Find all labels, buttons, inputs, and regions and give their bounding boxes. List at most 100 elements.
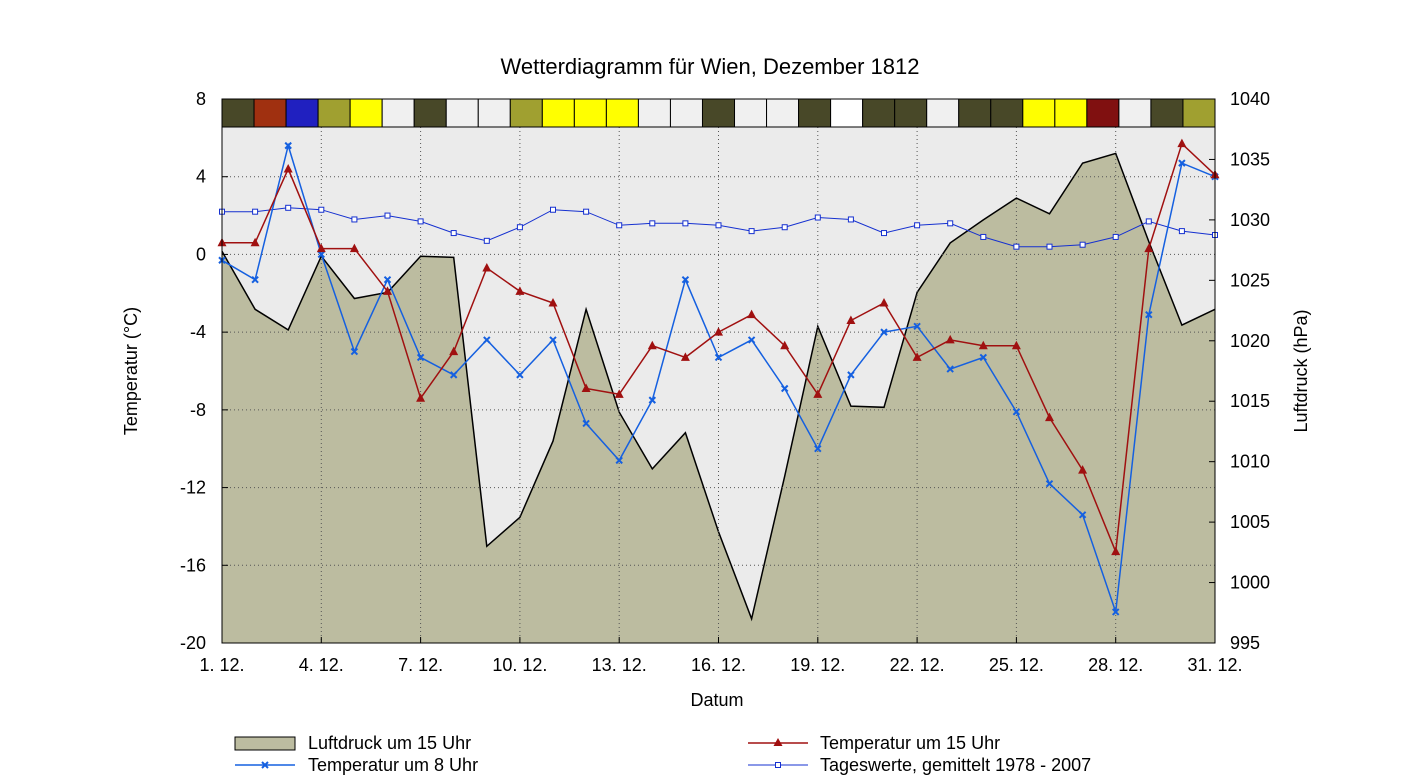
y-tick-label-right: 1005 [1230, 512, 1270, 532]
chart-title: Wetterdiagramm für Wien, Dezember 1812 [501, 54, 920, 79]
x-tick-label: 19. 12. [790, 655, 845, 675]
weather-cell [381, 98, 415, 128]
data-point-temp-8 [1078, 511, 1087, 519]
data-point-temp-8 [880, 328, 888, 336]
data-point-temp-8 [1178, 159, 1186, 167]
weather-cell [349, 98, 383, 128]
data-point-temp-8 [615, 456, 623, 465]
weather-cell [509, 98, 543, 128]
data-point-temp-15 [250, 237, 260, 247]
weather-cell [317, 98, 351, 128]
data-point-average [814, 214, 821, 221]
data-point-temp-15 [383, 286, 392, 295]
x-tick-label: 13. 12. [592, 655, 647, 675]
x-tick-label: 4. 12. [299, 655, 344, 675]
y-tick-label-right: 1010 [1230, 452, 1270, 472]
data-point-temp-8 [582, 419, 590, 428]
x-tick-label: 31. 12. [1187, 655, 1242, 675]
data-point-temp-15 [416, 393, 426, 402]
data-point-temp-8 [681, 275, 690, 284]
data-point-temp-15 [912, 352, 922, 361]
data-point-average [1178, 228, 1185, 235]
legend-label-temp-15: Temperatur um 15 Uhr [820, 733, 1000, 753]
weather-cell [926, 98, 960, 128]
y-tick-label-right: 1035 [1230, 149, 1270, 169]
weather-cell [445, 98, 479, 128]
weather-cell [798, 98, 832, 128]
y-tick-label-right: 1015 [1230, 391, 1270, 411]
legend-marker-temp-8 [261, 761, 269, 769]
weather-cell [894, 98, 928, 128]
series-average-layer [219, 204, 1218, 250]
data-point-average [649, 220, 656, 227]
weather-cell [285, 98, 319, 128]
data-point-temp-8 [251, 275, 259, 284]
weather-cell [990, 98, 1024, 128]
y-axis-label-right: Luftdruck (hPa) [1291, 309, 1311, 432]
tick-layer: 1. 12. 4. 12. 7. 12. 10. 12. 13. 12. 16. 12. 1… [180, 89, 1270, 675]
x-tick-label: 22. 12. [890, 655, 945, 675]
y-tick-label-left: -8 [190, 400, 206, 420]
data-point-temp-8 [946, 365, 954, 373]
data-point-average [1112, 233, 1119, 240]
weather-cell [605, 98, 639, 128]
y-tick-label-left: -20 [180, 633, 206, 653]
weather-cell [541, 98, 575, 128]
weather-band [221, 98, 1216, 128]
weather-cell [1118, 98, 1152, 128]
y-tick-label-right: 1040 [1230, 89, 1270, 109]
data-point-average [318, 206, 325, 213]
weather-cell [1054, 98, 1088, 128]
weather-cell [862, 98, 896, 128]
data-point-temp-8 [516, 371, 524, 379]
legend-marker-temp-15 [773, 738, 783, 746]
data-point-temp-15 [1177, 138, 1187, 148]
data-point-temp-8 [648, 396, 657, 404]
y-tick-label-right: 995 [1230, 633, 1260, 653]
legend-label-temp-8: Temperatur um 8 Uhr [308, 755, 478, 775]
weather-cell [958, 98, 992, 128]
data-point-temp-8 [780, 384, 789, 393]
weather-cell [477, 98, 511, 128]
y-tick-label-right: 1030 [1230, 210, 1270, 230]
data-point-temp-8 [847, 371, 855, 379]
data-point-average [748, 228, 755, 235]
weather-cell [701, 98, 736, 128]
x-axis-label: Datum [690, 690, 743, 710]
y-tick-label-left: -12 [180, 478, 206, 498]
weather-cell [573, 98, 607, 128]
data-point-temp-15 [879, 298, 889, 307]
weather-cell [253, 98, 287, 128]
x-tick-label: 7. 12. [398, 655, 443, 675]
legend-item-pressure: Luftdruck um 15 Uhr [234, 733, 471, 753]
weather-cell [413, 98, 447, 128]
weather-cell [830, 98, 864, 128]
weather-cell [221, 98, 255, 128]
weather-cell [1086, 98, 1120, 128]
weather-cell [637, 98, 671, 128]
weather-cell [1022, 98, 1056, 128]
data-point-temp-15 [780, 340, 790, 350]
data-point-average [881, 230, 887, 237]
data-point-average [914, 222, 921, 229]
data-point-temp-8 [979, 353, 988, 362]
data-point-temp-8 [449, 371, 458, 379]
legend-item-temp-15: Temperatur um 15 Uhr [748, 733, 1000, 753]
data-point-temp-15 [283, 163, 293, 173]
data-point-temp-8 [714, 353, 723, 362]
x-tick-label: 10. 12. [492, 655, 547, 675]
data-point-temp-15 [1144, 243, 1154, 253]
data-point-average [252, 208, 259, 215]
y-axis-label-left: Temperatur (°C) [121, 307, 141, 435]
data-point-average [351, 216, 358, 223]
data-point-average [483, 237, 490, 244]
x-tick-label: 25. 12. [989, 655, 1044, 675]
data-point-average [715, 222, 722, 229]
data-point-temp-8 [1012, 408, 1021, 416]
x-tick-label: 28. 12. [1088, 655, 1143, 675]
legend-swatch-pressure [234, 736, 296, 751]
series-temp-15-layer [217, 138, 1220, 556]
x-tick-label: 1. 12. [199, 655, 244, 675]
data-point-temp-8 [913, 322, 921, 331]
data-point-temp-8 [1045, 479, 1054, 488]
